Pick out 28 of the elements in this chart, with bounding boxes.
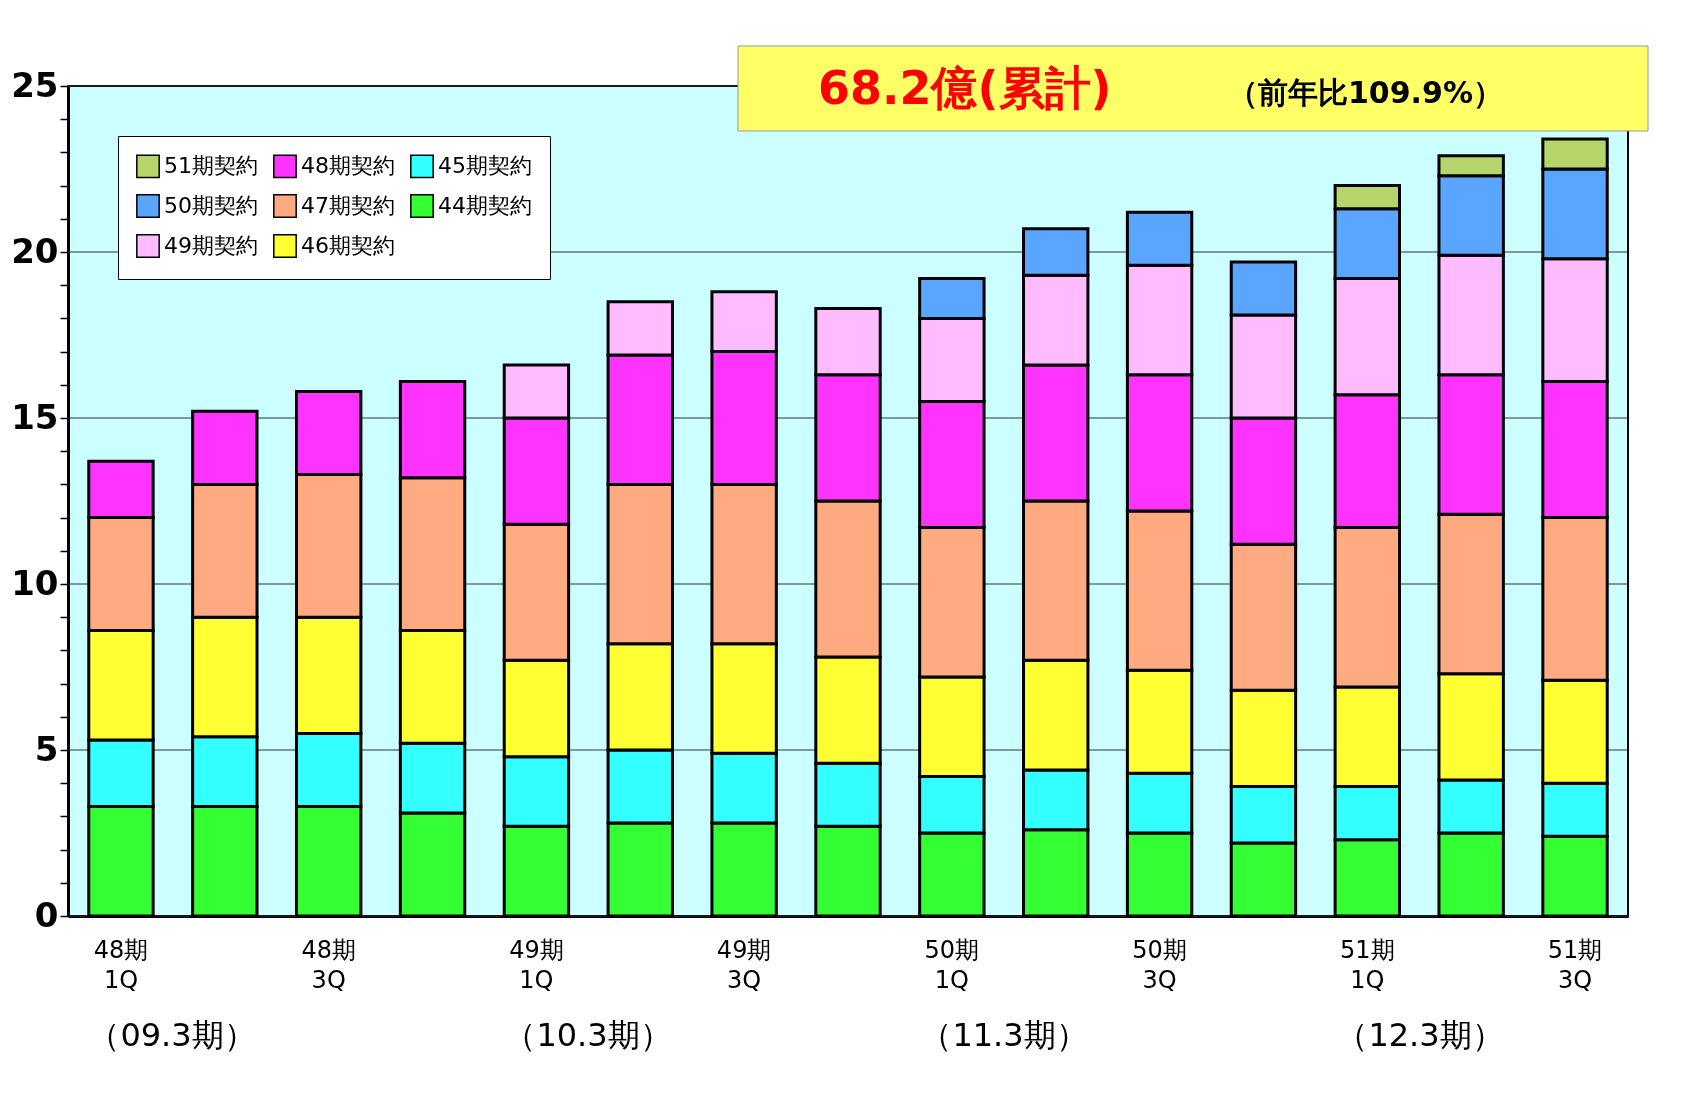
legend-label: 50期契約 bbox=[164, 193, 258, 218]
legend-label: 48期契約 bbox=[301, 153, 395, 179]
legend-label: 47期契約 bbox=[301, 193, 395, 218]
y-tick-label: 15 bbox=[11, 396, 59, 437]
legend-label: 51期契約 bbox=[164, 153, 258, 179]
y-tick-label: 20 bbox=[11, 230, 59, 271]
y-tick-label: 10 bbox=[11, 562, 59, 603]
x-tick-label: 51期 1Q bbox=[1340, 935, 1395, 994]
legend-label: 49期契約 bbox=[164, 233, 258, 258]
y-tick-label: 25 bbox=[11, 64, 59, 105]
x-tick-label: 50期 3Q bbox=[1132, 935, 1187, 994]
x-tick-label: 48期 3Q bbox=[301, 935, 356, 994]
chart-subtitle: （前年比109.9%） bbox=[1228, 75, 1503, 110]
x-tick-label: 48期 1Q bbox=[93, 935, 149, 994]
chart-title: 68.2億(累計) bbox=[818, 61, 1112, 115]
x-tick-label: 50期 1Q bbox=[924, 935, 980, 994]
x-tick-label: 49期 1Q bbox=[509, 935, 564, 994]
legend-label: 45期契約 bbox=[438, 153, 532, 179]
text: （11.3期） bbox=[920, 1016, 1088, 1054]
text: （12.3期） bbox=[1336, 1016, 1504, 1054]
x-tick-label: 49期 3Q bbox=[716, 935, 772, 994]
legend-label: 46期契約 bbox=[301, 233, 395, 258]
x-tick-label: 51期 3Q bbox=[1547, 935, 1603, 994]
text: （10.3期） bbox=[504, 1016, 672, 1054]
legend-label: 44期契約 bbox=[438, 193, 532, 218]
y-tick-label: 5 bbox=[34, 728, 59, 769]
y-tick-label: 0 bbox=[34, 894, 59, 935]
text: （09.3期） bbox=[88, 1016, 256, 1054]
